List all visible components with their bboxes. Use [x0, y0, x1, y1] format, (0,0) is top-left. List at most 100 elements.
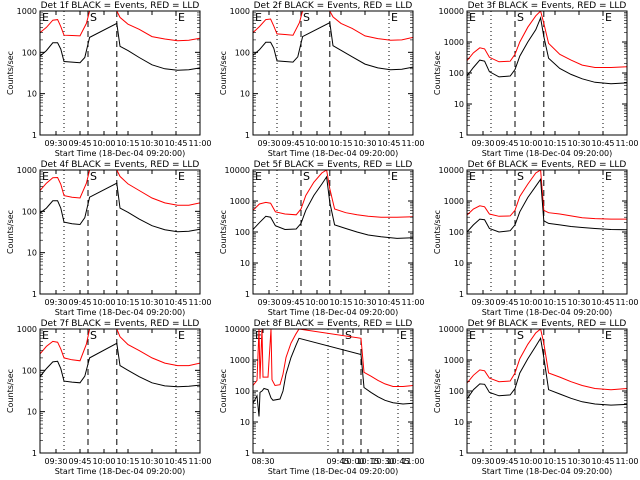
x-tick-label: 09:45	[68, 139, 91, 148]
black-series-line	[467, 16, 627, 85]
marker-label: S	[303, 11, 310, 24]
x-tick-label: 10:00	[519, 298, 542, 307]
y-tick-label: 10000	[439, 325, 464, 334]
y-tick-label: 1000	[444, 356, 464, 365]
y-tick-label: 100	[22, 207, 37, 216]
y-tick-label: 1000	[17, 166, 37, 175]
x-tick-label: 10:45	[377, 139, 400, 148]
x-axis-label: Start Time (18-Dec-04 09:20:00)	[55, 467, 186, 476]
x-tick-label: 11:00	[615, 298, 638, 307]
marker-label: E	[178, 170, 185, 183]
y-tick-label: 1	[459, 131, 464, 140]
y-tick-label: 1	[32, 131, 37, 140]
marker-label: S	[90, 170, 97, 183]
y-tick-label: 1000	[17, 7, 37, 16]
marker-label: E	[605, 11, 612, 24]
y-tick-labels: 1 10 100 1000 10000	[439, 7, 464, 140]
black-series-line	[467, 177, 627, 233]
y-tick-label: 10000	[439, 7, 464, 16]
x-tick-label: 10:30	[353, 139, 376, 148]
panel-title: Det 4f BLACK = Events, RED = LLD	[41, 160, 200, 170]
y-tick-labels: 1 10 100 1000 10000	[439, 166, 464, 299]
panel-frame	[39, 328, 201, 454]
y-axis-label: Counts/sec	[6, 51, 15, 95]
y-tick-label: 100	[449, 69, 464, 78]
y-tick-label: 10000	[225, 166, 250, 175]
y-tick-label: 1	[245, 449, 250, 458]
x-tick-label: 11:00	[615, 457, 638, 466]
x-tick-label: 10:30	[353, 298, 376, 307]
x-tick-label: 10:00	[305, 139, 328, 148]
panel-title: Det 5f BLACK = Events, RED = LLD	[254, 160, 413, 170]
x-tick-label: 10:15	[116, 457, 139, 466]
x-tick-label: 09:45	[68, 457, 91, 466]
panel-title: Det 9f BLACK = Events, RED = LLD	[468, 319, 627, 329]
x-axis-label: Start Time (18-Dec-04 09:20:00)	[482, 467, 613, 476]
red-series-line	[467, 11, 627, 68]
x-tick-label: 10:15	[543, 298, 566, 307]
panel-title: Det 6f BLACK = Events, RED = LLD	[468, 160, 627, 170]
x-tick-label: 10:30	[140, 298, 163, 307]
x-tick-label: 08:30	[251, 457, 274, 466]
x-tick-label: 10:30	[567, 298, 590, 307]
y-tick-label: 100	[235, 387, 250, 396]
x-tick-label: 10:15	[116, 298, 139, 307]
panel-frame	[252, 10, 414, 136]
x-tick-label: 10:45	[591, 457, 614, 466]
marker-label: E	[469, 11, 476, 24]
x-tick-label: 11:00	[188, 298, 211, 307]
panel-title: Det 2f BLACK = Events, RED = LLD	[254, 1, 413, 11]
y-tick-label: 1000	[230, 356, 250, 365]
marker-label: E	[178, 329, 185, 342]
marker-label: S	[90, 11, 97, 24]
y-tick-label: 10000	[225, 325, 250, 334]
x-tick-label: 09:30	[471, 457, 494, 466]
red-series-line	[40, 329, 200, 367]
x-axis-label: Start Time (18-Dec-04 09:20:00)	[268, 467, 399, 476]
x-tick-label: 10:45	[164, 457, 187, 466]
marker-label: E	[255, 170, 262, 183]
x-axis-label: Start Time (18-Dec-04 09:20:00)	[482, 308, 613, 317]
red-series-line	[467, 170, 627, 220]
marker-label: S	[517, 329, 524, 342]
y-tick-label: 10	[240, 418, 250, 427]
x-tick-label: 11:00	[401, 298, 424, 307]
x-tick-label: 10:15	[329, 298, 352, 307]
red-series-line	[253, 329, 413, 387]
y-tick-label: 100	[22, 48, 37, 57]
x-tick-label: 11:00	[401, 139, 424, 148]
x-tick-label: 10:15	[543, 139, 566, 148]
x-tick-label: 09:45	[281, 298, 304, 307]
y-tick-label: 10	[27, 249, 37, 258]
marker-label: S	[517, 11, 524, 24]
y-tick-label: 10	[27, 90, 37, 99]
x-tick-label: 10:00	[92, 139, 115, 148]
black-series-line	[467, 336, 627, 406]
marker-label: E	[391, 11, 398, 24]
y-axis-label: Counts/sec	[219, 51, 228, 95]
marker-label: S	[517, 170, 524, 183]
x-tick-label: 09:30	[44, 139, 67, 148]
marker-label: E	[400, 329, 407, 342]
black-series-line	[40, 182, 200, 233]
x-tick-label: 09:30	[257, 298, 280, 307]
x-tick-label: 10:15	[543, 457, 566, 466]
x-tick-label: 10:15	[116, 139, 139, 148]
x-tick-label: 10:30	[567, 139, 590, 148]
marker-label: E	[42, 170, 49, 183]
x-axis-label: Start Time (18-Dec-04 09:20:00)	[268, 308, 399, 317]
x-tick-label: 09:45	[495, 298, 518, 307]
red-series-line	[40, 11, 200, 42]
x-tick-label: 09:45	[495, 139, 518, 148]
x-axis-label: Start Time (18-Dec-04 09:20:00)	[482, 149, 613, 158]
y-tick-labels: 1 10 100 1000	[17, 7, 37, 140]
x-tick-label: 10:00	[341, 457, 364, 466]
y-tick-labels: 1 10 100 1000 10000	[225, 166, 250, 299]
